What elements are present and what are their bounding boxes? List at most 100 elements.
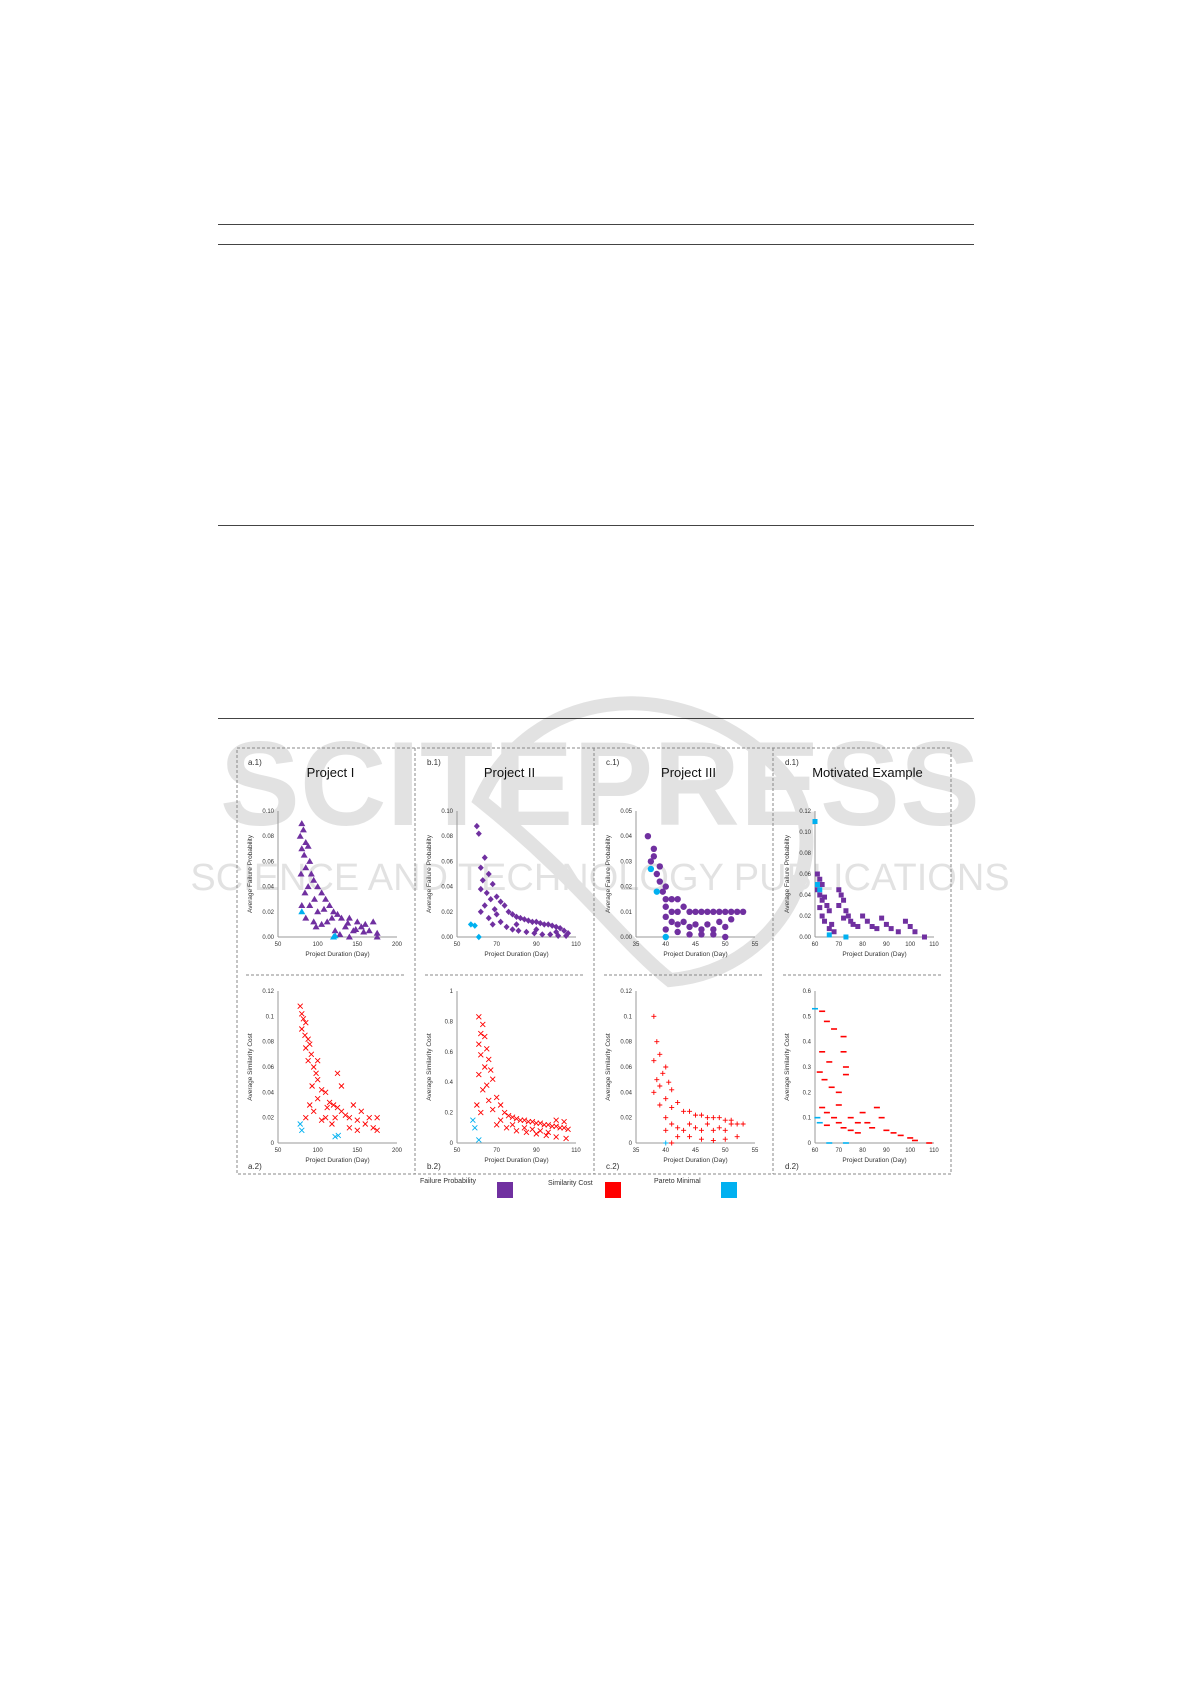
- x-tick-label: 100: [905, 942, 916, 948]
- data-point: [836, 903, 842, 908]
- data-point: [663, 1115, 669, 1121]
- panel-label: c.2): [606, 1162, 620, 1171]
- data-point: [888, 926, 894, 932]
- y-tick-label: 0.2: [803, 1090, 812, 1096]
- data-point: [318, 1117, 325, 1124]
- y-tick-label: 0.04: [620, 1090, 632, 1096]
- data-point: [662, 883, 669, 890]
- data-point: [334, 1070, 341, 1077]
- data-point: [654, 1039, 660, 1045]
- x-tick-label: 50: [722, 942, 729, 948]
- panel-label: b.1): [427, 758, 441, 767]
- y-axis-label: Average Failure Probability: [784, 834, 791, 913]
- data-point: [681, 1108, 687, 1114]
- legend-failure-swatch: [497, 1182, 513, 1198]
- data-point: [674, 921, 681, 928]
- data-point: [733, 908, 741, 915]
- y-tick-label: 0.3: [803, 1065, 812, 1071]
- data-point: [497, 898, 504, 905]
- data-point: [370, 1124, 377, 1131]
- data-point: [814, 882, 820, 887]
- data-point: [503, 923, 510, 931]
- x-axis-label: Project Duration (Day): [484, 1157, 548, 1164]
- data-point: [308, 1051, 315, 1058]
- data-point: [663, 1127, 669, 1133]
- data-point: [300, 851, 308, 858]
- panel-label: b.2): [427, 1162, 441, 1171]
- data-point: [477, 1030, 484, 1037]
- data-point: [487, 1067, 494, 1073]
- data-point: [310, 1108, 317, 1115]
- panel-label: a.1): [248, 758, 262, 767]
- data-point: [850, 921, 856, 927]
- data-point: [473, 822, 480, 830]
- data-point: [864, 918, 870, 924]
- data-point: [318, 920, 326, 927]
- data-point: [698, 908, 705, 915]
- data-point: [826, 926, 832, 932]
- data-point: [817, 887, 823, 893]
- data-point: [305, 1036, 311, 1042]
- data-point: [533, 1131, 540, 1137]
- data-point: [824, 903, 830, 908]
- data-point: [722, 1127, 728, 1133]
- data-point: [693, 1112, 698, 1118]
- x-tick-label: 150: [352, 1148, 363, 1154]
- data-point: [481, 902, 488, 909]
- data-point: [501, 1109, 508, 1116]
- data-point: [323, 918, 331, 925]
- data-point: [322, 1089, 329, 1096]
- data-point: [657, 1051, 663, 1057]
- data-point: [489, 880, 496, 888]
- data-point: [644, 833, 652, 840]
- x-tick-label: 110: [571, 1148, 581, 1154]
- data-point: [354, 1117, 361, 1124]
- data-point: [306, 1102, 313, 1108]
- data-point: [479, 1021, 486, 1028]
- data-point: [485, 914, 492, 922]
- data-point: [669, 1105, 675, 1111]
- data-point: [662, 933, 669, 941]
- data-point: [829, 921, 835, 927]
- x-axis-label: Project Duration (Day): [305, 1157, 369, 1164]
- x-tick-label: 200: [392, 942, 403, 948]
- data-point: [728, 1121, 734, 1127]
- x-tick-label: 55: [752, 942, 759, 948]
- y-tick-label: 0.04: [262, 1090, 274, 1096]
- data-point: [310, 918, 318, 925]
- data-point: [475, 933, 482, 941]
- data-point: [475, 1137, 482, 1143]
- x-tick-label: 50: [454, 942, 461, 948]
- x-tick-label: 45: [692, 942, 699, 948]
- chart-panel-4: b.2) 50 70 90 110 0 0.2 0.4 0.6 0.8 1 Project Durat…: [426, 989, 581, 1171]
- data-point: [659, 888, 666, 895]
- y-tick-label: 0.06: [441, 859, 453, 865]
- y-tick-label: 0.6: [803, 989, 812, 995]
- data-point: [475, 830, 482, 837]
- data-point: [681, 1127, 687, 1133]
- data-point: [907, 924, 913, 929]
- data-point: [302, 864, 310, 871]
- y-tick-label: 0.10: [262, 809, 274, 815]
- data-point: [537, 1128, 544, 1134]
- data-point: [483, 889, 490, 897]
- y-tick-label: 0.5: [803, 1014, 812, 1020]
- x-tick-label: 70: [835, 1148, 842, 1154]
- data-point: [336, 930, 344, 937]
- data-point: [304, 842, 312, 849]
- data-point: [483, 1082, 490, 1089]
- chart-panel-2: a.2) 50 100 150 200 0 0.02 0.04 0.06 0.08 0.1 0.12 P…: [247, 989, 403, 1171]
- y-tick-label: 0.04: [620, 834, 632, 840]
- data-point: [662, 913, 669, 921]
- y-tick-label: 0.1: [803, 1116, 812, 1122]
- x-tick-label: 45: [692, 1148, 699, 1154]
- data-point: [675, 1134, 681, 1140]
- data-point: [497, 918, 504, 926]
- data-point: [843, 934, 849, 940]
- y-tick-label: 0.06: [262, 1065, 274, 1071]
- data-point: [301, 889, 309, 896]
- data-point: [710, 908, 717, 915]
- data-point: [826, 932, 832, 938]
- x-tick-label: 90: [883, 942, 890, 948]
- data-point: [687, 1134, 693, 1140]
